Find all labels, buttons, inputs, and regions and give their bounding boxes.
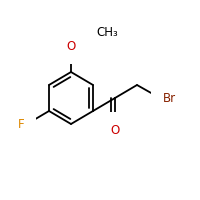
Text: CH₃: CH₃: [96, 26, 118, 40]
Text: O: O: [66, 40, 76, 52]
Text: F: F: [17, 117, 24, 130]
Text: O: O: [110, 124, 120, 137]
Text: Br: Br: [162, 92, 176, 104]
